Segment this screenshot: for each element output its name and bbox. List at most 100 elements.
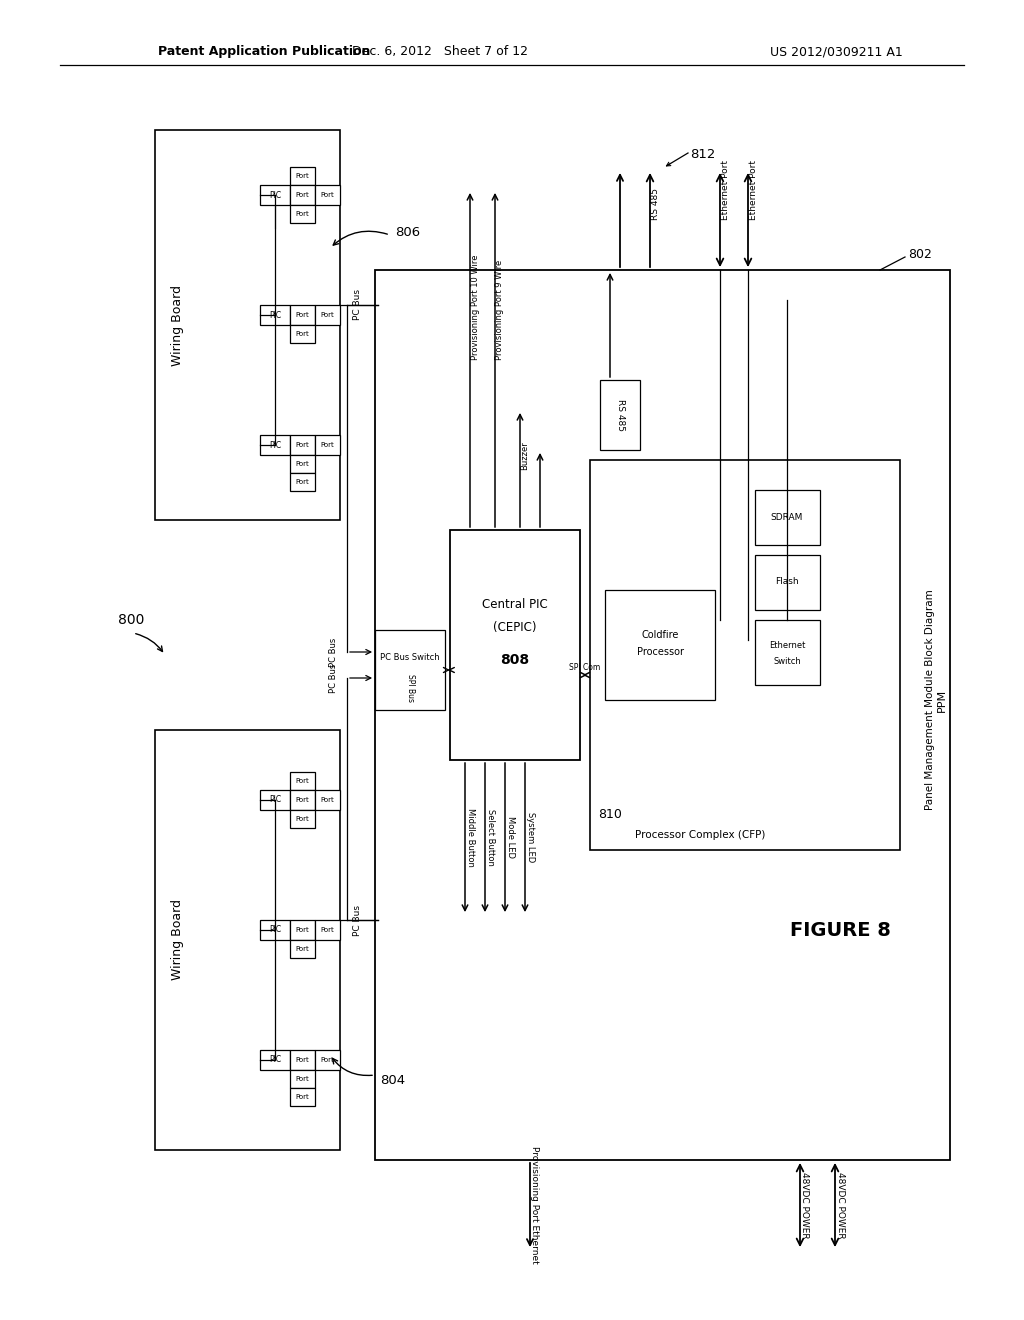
Text: Central PIC: Central PIC	[482, 598, 548, 611]
Bar	[590, 459, 900, 850]
Text: Port: Port	[321, 797, 334, 803]
Bar	[260, 789, 290, 810]
Bar	[450, 531, 580, 760]
Text: Port: Port	[321, 312, 334, 318]
Text: 800: 800	[118, 612, 144, 627]
Text: Ethernet: Ethernet	[769, 642, 805, 651]
Text: System LED: System LED	[525, 812, 535, 862]
Text: Port: Port	[295, 1094, 309, 1100]
Text: PPM: PPM	[937, 689, 947, 711]
Text: Port: Port	[295, 331, 309, 337]
Text: 802: 802	[908, 248, 932, 261]
Text: Port: Port	[295, 816, 309, 822]
Bar	[605, 590, 715, 700]
Text: 48VDC POWER: 48VDC POWER	[801, 1172, 810, 1238]
Text: PIC: PIC	[269, 190, 281, 199]
Bar	[755, 554, 820, 610]
Text: Port: Port	[295, 927, 309, 933]
Text: Processor: Processor	[637, 647, 683, 657]
Text: FIGURE 8: FIGURE 8	[790, 920, 891, 940]
Text: Ethernet Port: Ethernet Port	[721, 160, 729, 220]
Text: 810: 810	[598, 808, 622, 821]
Bar	[290, 772, 315, 789]
Bar	[290, 436, 315, 455]
Text: PIC: PIC	[269, 925, 281, 935]
Bar	[290, 1071, 315, 1088]
Text: SPI Com: SPI Com	[569, 663, 601, 672]
Bar	[260, 920, 290, 940]
Text: Port: Port	[295, 797, 309, 803]
Bar	[290, 325, 315, 343]
Text: PC Bus: PC Bus	[329, 664, 338, 693]
Bar	[290, 789, 315, 810]
Text: SPI Bus: SPI Bus	[406, 675, 415, 702]
Bar	[315, 789, 340, 810]
Bar	[290, 205, 315, 223]
Text: Ethernet Port: Ethernet Port	[749, 160, 758, 220]
Text: Provisioning Port Ethernet: Provisioning Port Ethernet	[530, 1146, 540, 1263]
Text: Port: Port	[295, 442, 309, 447]
Bar	[260, 305, 290, 325]
Text: Switch: Switch	[773, 657, 801, 667]
Text: Port: Port	[321, 927, 334, 933]
Text: Processor Complex (CFP): Processor Complex (CFP)	[635, 830, 765, 840]
Bar	[755, 490, 820, 545]
Text: Provisioning Port 10 Wire: Provisioning Port 10 Wire	[470, 255, 479, 360]
Text: Middle Button: Middle Button	[466, 808, 474, 866]
Text: Port: Port	[295, 777, 309, 784]
Text: Buzzer: Buzzer	[520, 441, 529, 470]
Text: PC Bus: PC Bus	[353, 904, 362, 936]
Text: Port: Port	[295, 461, 309, 467]
Bar	[155, 730, 340, 1150]
Text: Port: Port	[321, 1057, 334, 1063]
Text: PIC: PIC	[269, 441, 281, 450]
Bar	[290, 455, 315, 473]
Text: PC Bus: PC Bus	[353, 289, 362, 321]
Bar	[315, 920, 340, 940]
Bar	[290, 473, 315, 491]
Text: Port: Port	[295, 1076, 309, 1082]
Text: Port: Port	[295, 173, 309, 180]
Bar	[260, 1049, 290, 1071]
Bar	[375, 271, 950, 1160]
Bar	[290, 920, 315, 940]
Text: PIC: PIC	[269, 1056, 281, 1064]
Bar	[260, 436, 290, 455]
Text: 808: 808	[501, 653, 529, 667]
Bar	[290, 185, 315, 205]
Bar	[290, 305, 315, 325]
Text: PIC: PIC	[269, 796, 281, 804]
Text: (CEPIC): (CEPIC)	[494, 620, 537, 634]
Text: Mode LED: Mode LED	[506, 816, 514, 858]
Text: Panel Management Module Block Diagram: Panel Management Module Block Diagram	[925, 590, 935, 810]
Text: Wiring Board: Wiring Board	[171, 285, 183, 366]
Text: 804: 804	[380, 1073, 406, 1086]
Bar	[315, 436, 340, 455]
Text: Patent Application Publication: Patent Application Publication	[158, 45, 371, 58]
Text: Dec. 6, 2012   Sheet 7 of 12: Dec. 6, 2012 Sheet 7 of 12	[352, 45, 528, 58]
Bar	[315, 185, 340, 205]
Text: Port: Port	[321, 442, 334, 447]
Bar	[600, 380, 640, 450]
Text: Port: Port	[321, 191, 334, 198]
Bar	[260, 185, 290, 205]
Text: Port: Port	[295, 1057, 309, 1063]
Bar	[290, 940, 315, 958]
Bar	[290, 1049, 315, 1071]
Bar	[755, 620, 820, 685]
Bar	[315, 305, 340, 325]
Bar	[290, 168, 315, 185]
Text: Coldfire: Coldfire	[641, 630, 679, 640]
Text: Provisioning Port 9 Wire: Provisioning Port 9 Wire	[496, 260, 505, 360]
Bar	[155, 129, 340, 520]
Bar	[290, 1088, 315, 1106]
Text: US 2012/0309211 A1: US 2012/0309211 A1	[770, 45, 903, 58]
Text: RS 485: RS 485	[615, 399, 625, 432]
Text: Port: Port	[295, 312, 309, 318]
Text: Flash: Flash	[775, 578, 799, 586]
Text: PIC: PIC	[269, 310, 281, 319]
Bar	[375, 630, 445, 710]
Text: SDRAM: SDRAM	[771, 512, 803, 521]
Text: Port: Port	[295, 191, 309, 198]
Text: Wiring Board: Wiring Board	[171, 899, 183, 981]
